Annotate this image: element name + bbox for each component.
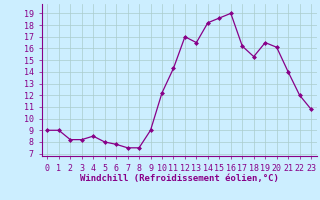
X-axis label: Windchill (Refroidissement éolien,°C): Windchill (Refroidissement éolien,°C) <box>80 174 279 183</box>
